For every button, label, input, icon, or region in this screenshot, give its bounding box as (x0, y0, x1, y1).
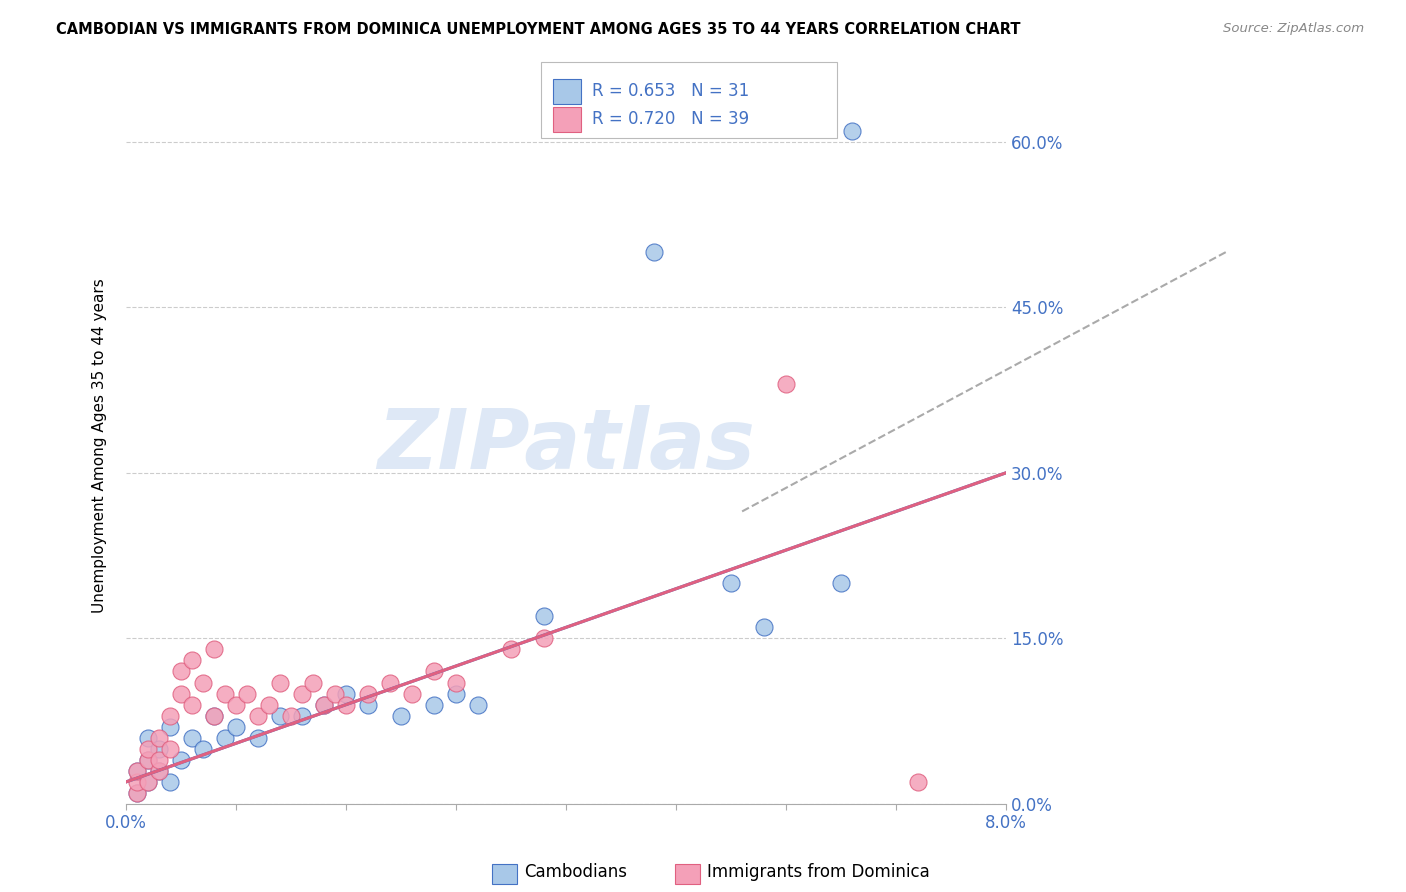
Y-axis label: Unemployment Among Ages 35 to 44 years: Unemployment Among Ages 35 to 44 years (93, 277, 107, 613)
Point (170, 753, 193, 767)
Text: R = 0.720   N = 39: R = 0.720 N = 39 (592, 111, 749, 128)
Point (314, 698, 336, 712)
Point (136, 731, 159, 745)
Point (423, 665, 446, 679)
Point (181, 731, 204, 745)
Point (236, 687, 259, 701)
Point (389, 708, 412, 723)
Point (533, 609, 555, 624)
Point (136, 753, 159, 767)
Point (148, 753, 170, 767)
Point (467, 698, 489, 712)
Point (191, 741, 214, 756)
Point (170, 687, 193, 701)
Point (202, 642, 225, 657)
Point (181, 698, 204, 712)
Point (291, 708, 314, 723)
Point (533, 632, 555, 646)
Point (148, 764, 170, 778)
Point (401, 687, 423, 701)
Point (136, 753, 159, 767)
Point (280, 708, 302, 723)
Point (841, 123, 863, 137)
Point (159, 775, 181, 789)
Text: Immigrants from Dominica: Immigrants from Dominica (707, 863, 929, 881)
Point (335, 687, 357, 701)
Point (225, 720, 247, 734)
Point (314, 698, 336, 712)
Point (257, 698, 280, 712)
Point (830, 576, 852, 591)
Text: ZIPatlas: ZIPatlas (377, 405, 755, 485)
Point (159, 708, 181, 723)
Point (225, 698, 247, 712)
Point (214, 731, 236, 745)
Point (125, 764, 148, 778)
Point (125, 786, 148, 800)
Point (148, 764, 170, 778)
Point (214, 687, 236, 701)
Point (181, 653, 204, 667)
Point (202, 708, 225, 723)
Point (752, 620, 775, 634)
Point (247, 708, 270, 723)
Text: R = 0.653   N = 31: R = 0.653 N = 31 (592, 82, 749, 100)
Point (444, 687, 467, 701)
Point (291, 687, 314, 701)
Point (125, 764, 148, 778)
Point (357, 698, 380, 712)
Point (323, 687, 346, 701)
Point (148, 741, 170, 756)
Point (302, 675, 325, 690)
Point (136, 775, 159, 789)
Point (202, 708, 225, 723)
Point (423, 698, 446, 712)
Point (148, 731, 170, 745)
Point (159, 720, 181, 734)
Point (136, 775, 159, 789)
Text: Source: ZipAtlas.com: Source: ZipAtlas.com (1223, 22, 1364, 36)
Point (378, 675, 401, 690)
Point (170, 665, 193, 679)
Text: CAMBODIAN VS IMMIGRANTS FROM DOMINICA UNEMPLOYMENT AMONG AGES 35 TO 44 YEARS COR: CAMBODIAN VS IMMIGRANTS FROM DOMINICA UN… (56, 22, 1021, 37)
Point (269, 708, 291, 723)
Point (720, 576, 742, 591)
Point (159, 741, 181, 756)
Point (247, 731, 270, 745)
Point (136, 741, 159, 756)
Point (125, 786, 148, 800)
Point (269, 675, 291, 690)
Point (335, 698, 357, 712)
Point (444, 675, 467, 690)
Point (501, 642, 523, 657)
Point (125, 775, 148, 789)
Point (907, 775, 929, 789)
Point (643, 244, 665, 259)
Point (775, 377, 797, 392)
Point (357, 687, 380, 701)
Text: Cambodians: Cambodians (524, 863, 627, 881)
Point (191, 675, 214, 690)
